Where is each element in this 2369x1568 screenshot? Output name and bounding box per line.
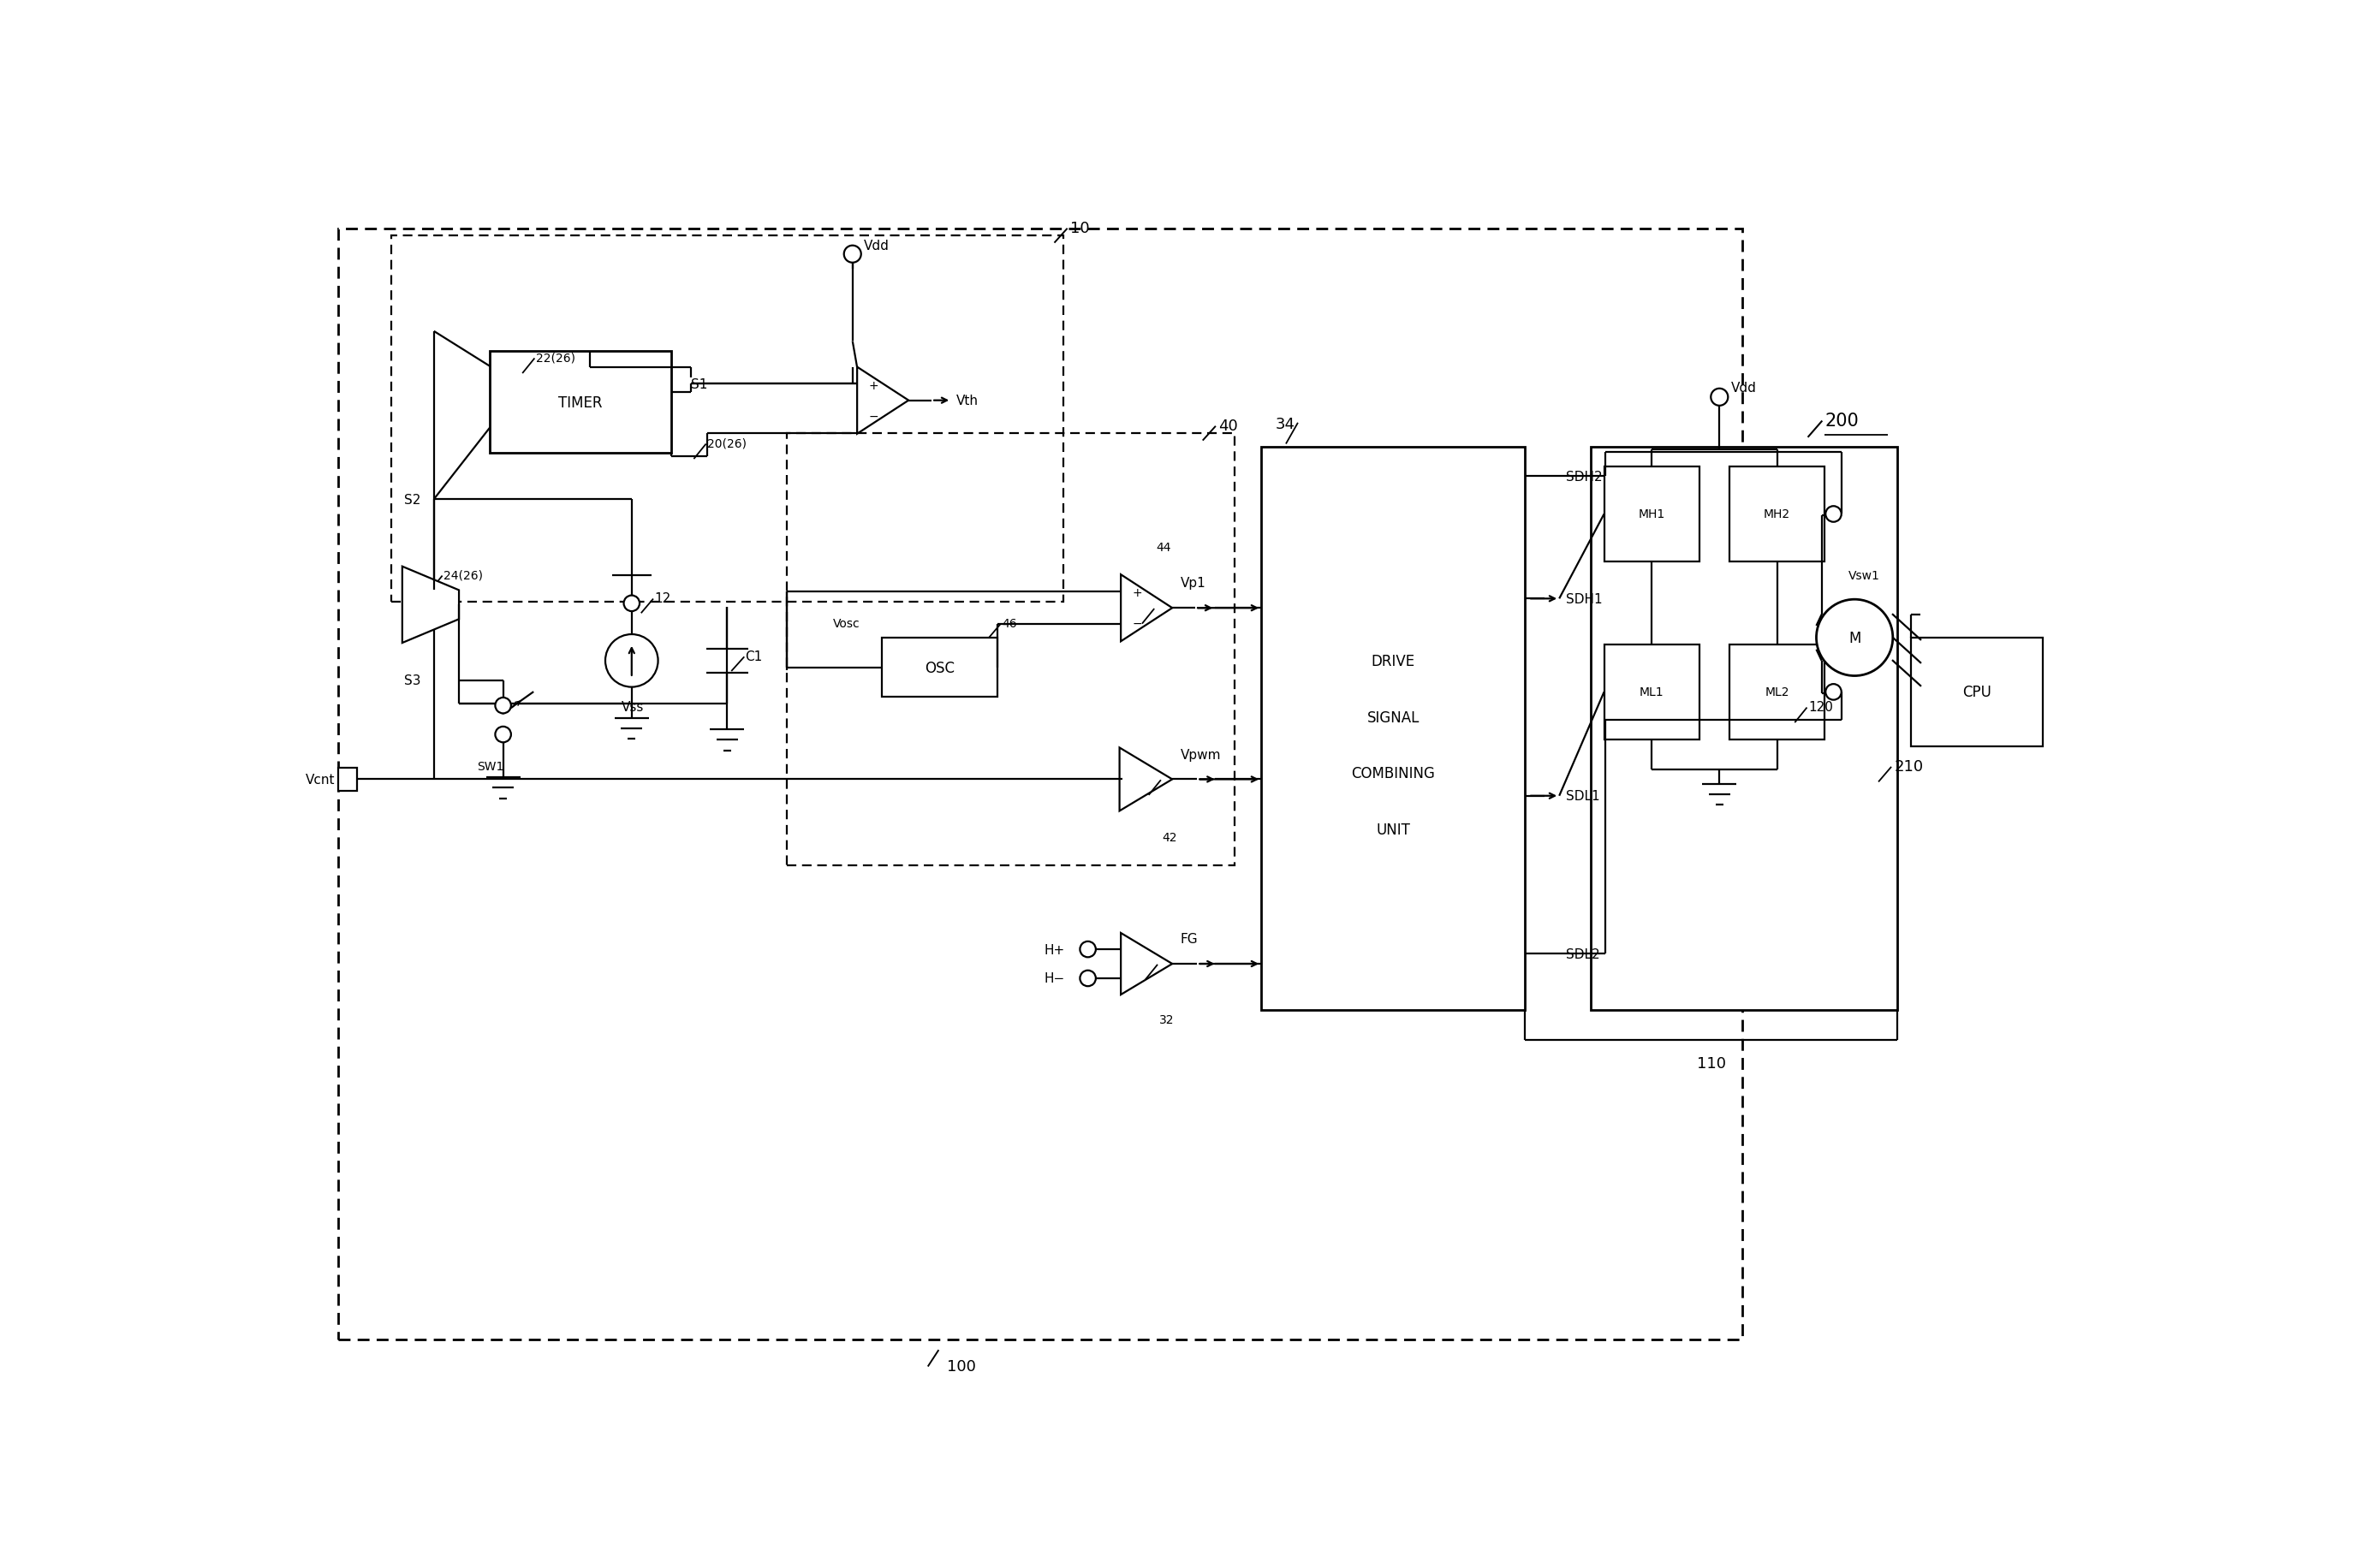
Text: S3: S3 bbox=[405, 674, 422, 687]
Bar bbox=[1604, 644, 1699, 740]
Text: SDL2: SDL2 bbox=[1566, 947, 1599, 960]
Text: −: − bbox=[869, 411, 879, 422]
Bar bbox=[881, 638, 997, 698]
Circle shape bbox=[606, 635, 659, 687]
Text: SIGNAL: SIGNAL bbox=[1367, 710, 1419, 724]
Text: 200: 200 bbox=[1824, 412, 1860, 430]
Text: 34: 34 bbox=[1277, 416, 1296, 431]
Circle shape bbox=[1080, 942, 1097, 958]
Text: Vdd: Vdd bbox=[865, 240, 888, 252]
Text: 22(26): 22(26) bbox=[535, 353, 576, 364]
Bar bbox=[339, 229, 1744, 1339]
Text: FG: FG bbox=[1180, 933, 1199, 946]
Polygon shape bbox=[1121, 933, 1173, 996]
Text: OSC: OSC bbox=[924, 660, 955, 676]
Text: 210: 210 bbox=[1895, 759, 1924, 775]
Text: 32: 32 bbox=[1158, 1014, 1175, 1025]
Bar bbox=[787, 434, 1234, 866]
Text: COMBINING: COMBINING bbox=[1350, 765, 1436, 781]
Text: 46: 46 bbox=[1002, 618, 1016, 629]
Text: S2: S2 bbox=[405, 494, 422, 506]
Text: Vsw2: Vsw2 bbox=[1848, 635, 1879, 648]
Circle shape bbox=[1710, 389, 1727, 406]
Text: SDH2: SDH2 bbox=[1566, 470, 1601, 483]
Text: Vcnt: Vcnt bbox=[306, 773, 334, 786]
Bar bbox=[490, 351, 670, 453]
Text: SW1: SW1 bbox=[476, 760, 505, 773]
Text: 24(26): 24(26) bbox=[443, 569, 483, 582]
Circle shape bbox=[1826, 506, 1841, 522]
Text: 40: 40 bbox=[1218, 419, 1239, 434]
Text: M: M bbox=[1848, 630, 1860, 646]
Text: CPU: CPU bbox=[1962, 685, 1990, 699]
Circle shape bbox=[623, 596, 640, 612]
Circle shape bbox=[495, 728, 512, 743]
Text: H−: H− bbox=[1045, 972, 1064, 985]
Text: 42: 42 bbox=[1163, 831, 1177, 844]
Text: DRIVE: DRIVE bbox=[1372, 654, 1414, 668]
Circle shape bbox=[843, 246, 860, 263]
Polygon shape bbox=[403, 568, 460, 643]
Bar bbox=[1729, 644, 1824, 740]
Text: S1: S1 bbox=[692, 378, 708, 390]
Text: 20(26): 20(26) bbox=[708, 437, 746, 450]
Text: Vosc: Vosc bbox=[834, 618, 860, 629]
Bar bbox=[1912, 638, 2042, 746]
Text: UNIT: UNIT bbox=[1376, 822, 1410, 837]
Text: Vpwm: Vpwm bbox=[1180, 748, 1220, 760]
Bar bbox=[1604, 467, 1699, 563]
Text: 100: 100 bbox=[948, 1358, 976, 1374]
Text: 110: 110 bbox=[1696, 1055, 1725, 1071]
Text: 12: 12 bbox=[654, 593, 670, 605]
Text: ML1: ML1 bbox=[1639, 687, 1663, 698]
Bar bbox=[1592, 447, 1898, 1010]
Circle shape bbox=[1826, 685, 1841, 701]
Text: Vss: Vss bbox=[621, 701, 644, 713]
Text: Vdd: Vdd bbox=[1732, 381, 1758, 394]
Text: ML2: ML2 bbox=[1765, 687, 1789, 698]
Text: Vp1: Vp1 bbox=[1180, 577, 1206, 590]
Bar bbox=[1729, 467, 1824, 563]
Text: −: − bbox=[1132, 618, 1142, 630]
Circle shape bbox=[1817, 601, 1893, 676]
Text: TIMER: TIMER bbox=[559, 395, 602, 411]
Polygon shape bbox=[858, 367, 910, 434]
Circle shape bbox=[495, 698, 512, 713]
Circle shape bbox=[1080, 971, 1097, 986]
Text: SDL1: SDL1 bbox=[1566, 790, 1599, 803]
Text: SDH1: SDH1 bbox=[1566, 593, 1601, 605]
Text: 44: 44 bbox=[1156, 543, 1170, 554]
Text: H+: H+ bbox=[1045, 944, 1064, 956]
Text: 120: 120 bbox=[1808, 701, 1834, 713]
Bar bbox=[391, 237, 1064, 602]
Text: 10: 10 bbox=[1071, 221, 1090, 237]
Polygon shape bbox=[1121, 748, 1173, 811]
Text: +: + bbox=[1132, 586, 1142, 599]
Bar bbox=[339, 768, 358, 790]
Text: +: + bbox=[869, 379, 879, 392]
Text: MH1: MH1 bbox=[1639, 508, 1665, 521]
Text: Vsw1: Vsw1 bbox=[1848, 569, 1879, 582]
Text: MH2: MH2 bbox=[1765, 508, 1791, 521]
Bar bbox=[1260, 447, 1526, 1010]
Polygon shape bbox=[1121, 575, 1173, 641]
Text: Vth: Vth bbox=[957, 395, 978, 408]
Text: C1: C1 bbox=[746, 651, 763, 663]
